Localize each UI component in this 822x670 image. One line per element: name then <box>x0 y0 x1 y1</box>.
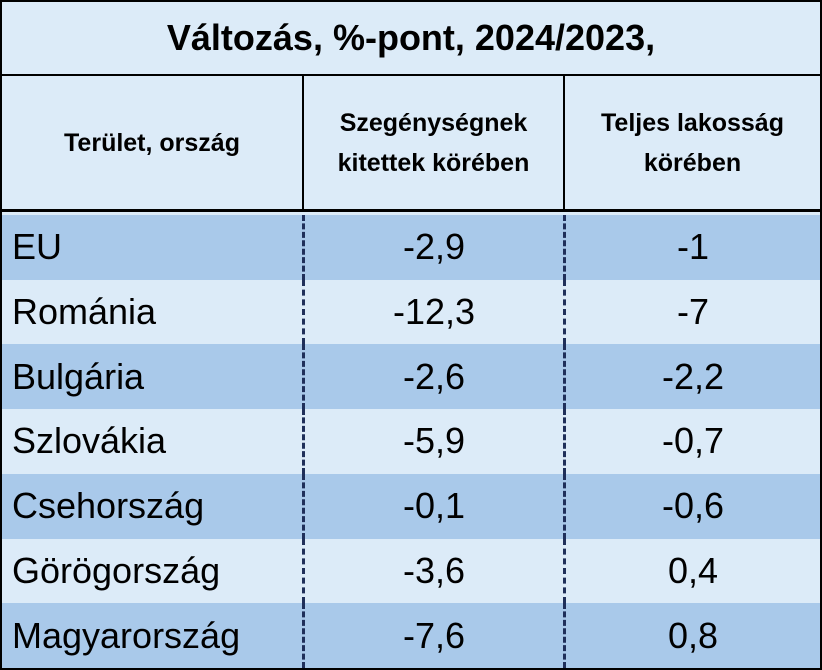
value-cell: -0,7 <box>563 409 820 474</box>
country-cell: Románia <box>12 291 157 333</box>
country-cell: Bulgária <box>12 355 145 397</box>
value-cell: -2,2 <box>563 344 820 410</box>
value-cell: 0,8 <box>563 603 820 668</box>
value-cell: -2,9 <box>302 215 563 280</box>
country-cell: Csehország <box>12 485 205 527</box>
country-cell: EU <box>12 226 63 268</box>
table-title: Változás, %-pont, 2024/2023, <box>2 2 820 76</box>
value-cell: -7,6 <box>302 603 563 668</box>
value-cell: -5,9 <box>302 409 563 474</box>
value-cell: -0,1 <box>302 473 563 539</box>
column-header: Teljes lakosság körében <box>563 76 820 212</box>
value-cell: -12,3 <box>302 279 563 345</box>
table-row: Görögország -3,6 0,4 <box>2 538 820 604</box>
table-row: Bulgária -2,6 -2,2 <box>2 344 820 410</box>
column-header: Szegénységnek kitettek körében <box>302 76 563 212</box>
table-row: Magyarország -7,6 0,8 <box>2 603 820 668</box>
table-row: Románia -12,3 -7 <box>2 279 820 345</box>
table-row: Szlovákia -5,9 -0,7 <box>2 409 820 474</box>
value-cell: 0,4 <box>563 538 820 604</box>
table-row: EU -2,9 -1 <box>2 215 820 280</box>
value-cell: -3,6 <box>302 538 563 604</box>
country-cell: Szlovákia <box>12 420 167 462</box>
column-header: Terület, ország <box>2 76 302 212</box>
value-cell: -7 <box>563 279 820 345</box>
value-cell: -1 <box>563 215 820 280</box>
value-cell: -2,6 <box>302 344 563 410</box>
table-row: Csehország -0,1 -0,6 <box>2 473 820 539</box>
country-cell: Magyarország <box>12 614 241 656</box>
value-cell: -0,6 <box>563 473 820 539</box>
country-cell: Görögország <box>12 549 221 591</box>
